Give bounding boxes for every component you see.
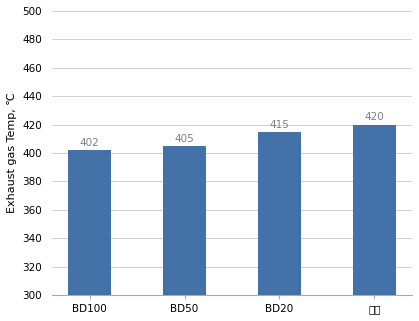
Bar	[163, 146, 206, 321]
Bar	[258, 132, 301, 321]
Text: 415: 415	[269, 119, 290, 130]
Text: 402: 402	[80, 138, 100, 148]
Bar	[353, 125, 396, 321]
Y-axis label: Exhaust gas Temp, ℃: Exhaust gas Temp, ℃	[7, 93, 17, 213]
Bar	[68, 150, 111, 321]
Text: 420: 420	[365, 112, 384, 122]
Text: 405: 405	[175, 134, 194, 144]
